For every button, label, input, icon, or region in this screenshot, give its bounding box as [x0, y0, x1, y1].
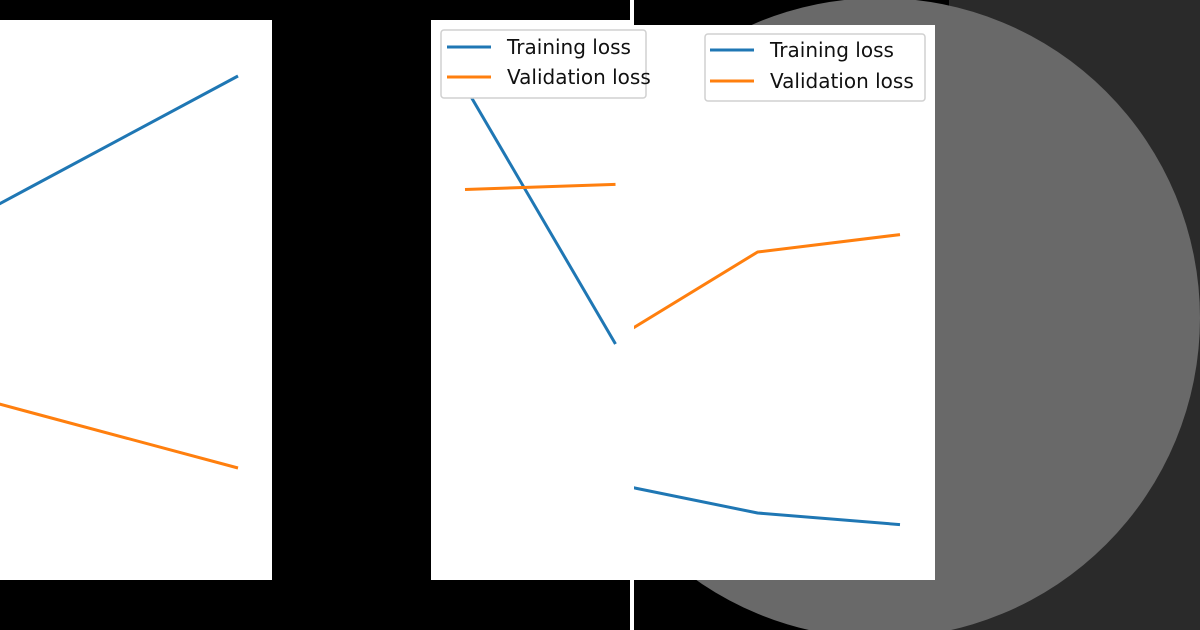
middle-chart-marks [463, 85, 617, 345]
middle-chart-panel [431, 20, 632, 580]
chart-1-series-1-line [0, 74, 239, 206]
left-chart-panel [0, 20, 272, 580]
chart-3-series-1-line [634, 486, 901, 527]
right-chart-marks [634, 233, 901, 527]
right-legend-training-label: Training loss [769, 38, 894, 62]
left-chart-marks [0, 74, 239, 470]
chart-2-series-1-line [463, 85, 617, 345]
middle-legend-box [440, 29, 647, 99]
middle-legend-training-label: Training loss [506, 35, 631, 59]
chart-2-series-2-line [464, 182, 616, 191]
right-legend-validation-label: Validation loss [770, 69, 914, 93]
right-legend-box [704, 33, 926, 102]
right-chart-legend: Training loss Validation loss [704, 33, 926, 102]
chart-1-series-2-line [0, 402, 239, 470]
middle-legend-validation-label: Validation loss [507, 65, 651, 89]
chart-3-series-2-line [634, 233, 901, 330]
middle-chart-legend: Training loss Validation loss [440, 29, 651, 99]
right-chart-panel [634, 25, 935, 580]
